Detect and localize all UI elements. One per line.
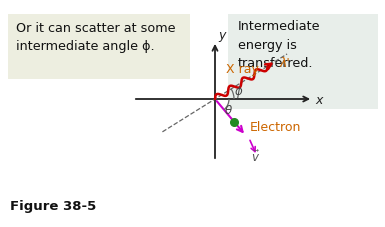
Text: λ': λ' bbox=[279, 57, 290, 69]
Text: y: y bbox=[218, 29, 225, 42]
FancyBboxPatch shape bbox=[228, 15, 378, 109]
Text: Intermediate
energy is
transferred.: Intermediate energy is transferred. bbox=[238, 20, 320, 70]
FancyBboxPatch shape bbox=[8, 15, 190, 80]
Text: Figure 38-5: Figure 38-5 bbox=[10, 199, 96, 212]
Text: θ: θ bbox=[225, 104, 232, 116]
Text: Electron: Electron bbox=[250, 120, 301, 133]
Text: Or it can scatter at some
intermediate angle ϕ.: Or it can scatter at some intermediate a… bbox=[16, 22, 176, 53]
Text: x: x bbox=[315, 93, 322, 106]
Text: X ray: X ray bbox=[226, 63, 259, 76]
Text: ϕ: ϕ bbox=[235, 85, 243, 98]
Text: $\vec{v}$: $\vec{v}$ bbox=[251, 149, 260, 164]
